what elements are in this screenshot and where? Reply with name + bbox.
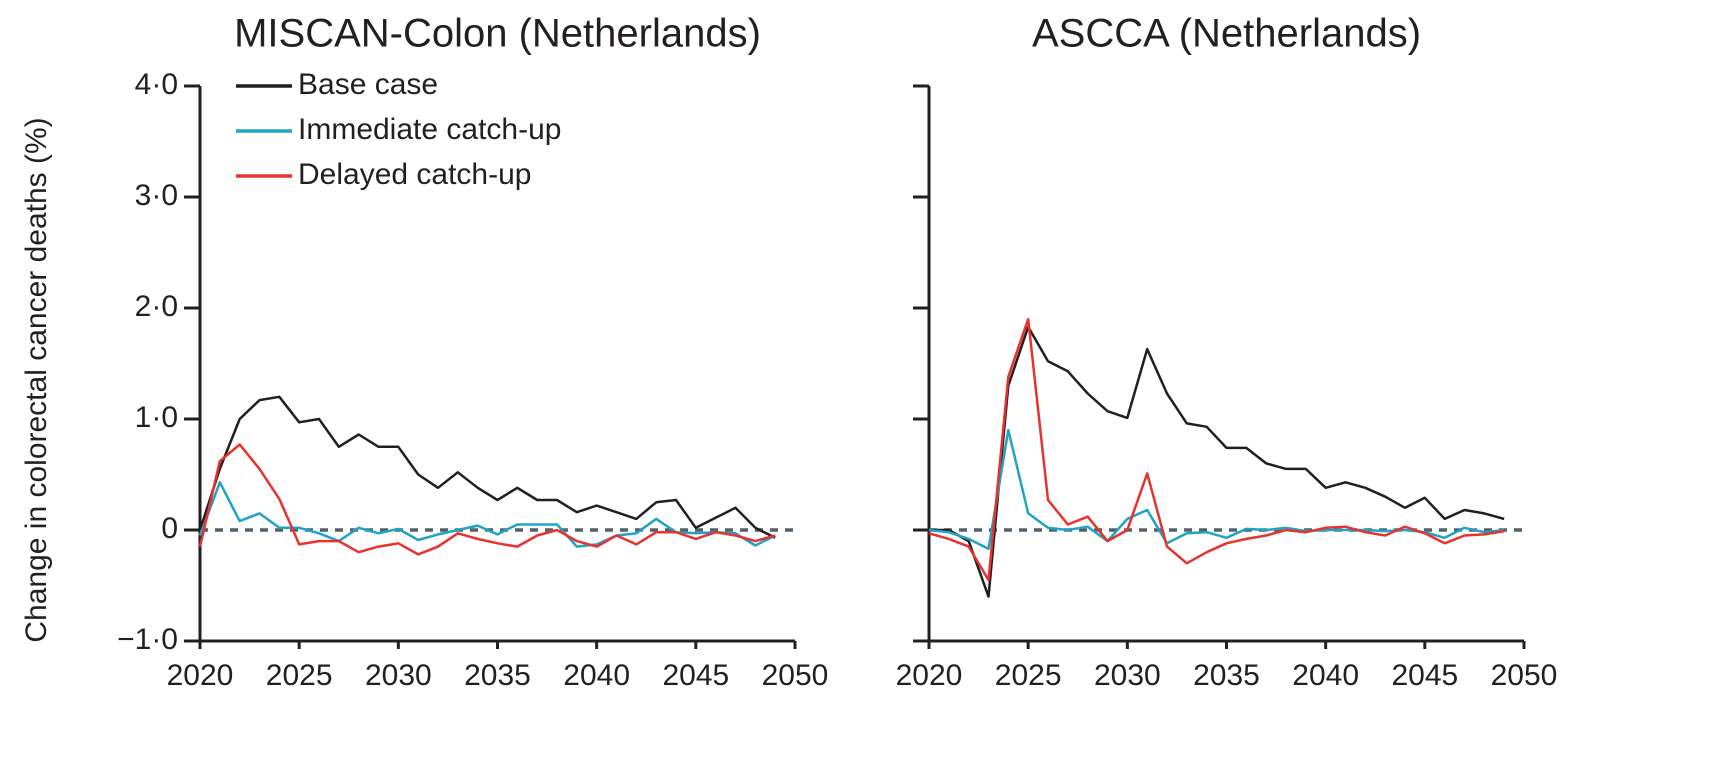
x-tick-label: 2040 xyxy=(1292,659,1359,692)
y-tick-label: −1·0 xyxy=(117,623,178,656)
y-tick-label: 4·0 xyxy=(135,68,178,101)
x-tick-label: 2020 xyxy=(896,659,963,692)
x-tick-label: 2030 xyxy=(1094,659,1161,692)
series-line xyxy=(198,395,776,539)
y-tick-label: 1·0 xyxy=(135,401,178,434)
legend-label: Immediate catch-up xyxy=(298,113,561,146)
x-tick-label: 2045 xyxy=(662,659,729,692)
legend-label: Delayed catch-up xyxy=(298,158,531,191)
x-tick-label: 2025 xyxy=(995,659,1062,692)
x-tick-label: 2050 xyxy=(1491,659,1558,692)
y-tick-label: 0 xyxy=(161,512,178,545)
chart-title: MISCAN-Colon (Netherlands) xyxy=(234,12,761,56)
x-tick-label: 2020 xyxy=(167,659,234,692)
x-tick-label: 2045 xyxy=(1391,659,1458,692)
y-axis-label: Change in colorectal cancer deaths (%) xyxy=(20,117,53,642)
series-line xyxy=(928,317,1505,582)
x-tick-label: 2040 xyxy=(563,659,630,692)
x-tick-label: 2035 xyxy=(464,659,531,692)
x-tick-label: 2050 xyxy=(762,659,829,692)
y-tick-label: 3·0 xyxy=(135,179,178,212)
series-line xyxy=(198,443,776,556)
series-line xyxy=(928,428,1505,551)
x-tick-label: 2035 xyxy=(1193,659,1260,692)
x-tick-label: 2030 xyxy=(365,659,432,692)
y-tick-label: 2·0 xyxy=(135,290,178,323)
series-line xyxy=(929,325,1505,598)
x-tick-label: 2025 xyxy=(266,659,333,692)
legend-label: Base case xyxy=(298,68,438,101)
chart-title: ASCCA (Netherlands) xyxy=(1032,12,1421,56)
